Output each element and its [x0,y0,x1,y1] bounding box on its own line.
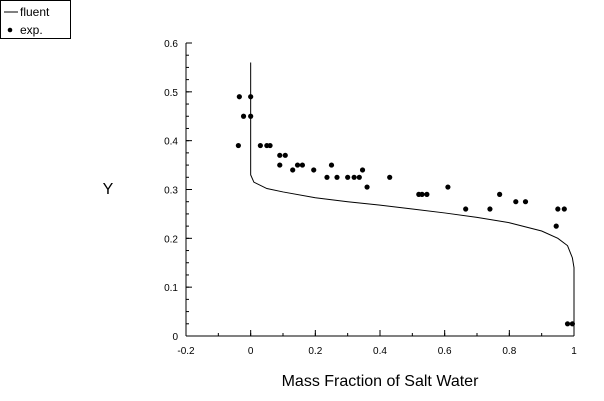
data-point-exp [334,174,340,180]
x-tick-label: 0.2 [308,346,322,357]
data-point-exp [497,191,503,197]
data-point-exp [345,174,351,180]
x-tick-label: 0.6 [438,346,452,357]
plot-area [235,62,575,336]
y-axis-label: Y [103,181,114,198]
data-point-exp [299,162,305,168]
y-tick-label: 0.5 [164,88,178,99]
y-tick-label: 0.4 [164,137,178,148]
data-point-exp [419,191,425,197]
data-point-exp [248,113,254,119]
axes: -0.2 0 0.2 0.4 0.6 0.8 1 0 0.1 0.2 0.3 0.4 0.5 0.6 [164,39,577,357]
data-point-exp [257,142,263,149]
x-tick-label: 1 [571,346,577,357]
data-point-exp [311,167,317,173]
data-point-exp [463,206,469,212]
legend-dot-marker [7,27,13,33]
x-tick-label: 0 [248,346,254,357]
data-point-exp [387,174,393,180]
x-tick-label: 0.4 [373,346,387,357]
data-point-exp [564,321,571,327]
x-tick-label: 0.8 [502,346,516,357]
data-point-exp [356,174,362,180]
data-point-exp [328,162,335,168]
data-point-exp [235,142,241,149]
data-point-exp [553,223,559,229]
data-point-exp [359,167,366,173]
legend-box [0,0,71,39]
data-point-exp [267,142,273,149]
data-point-exp [351,174,357,180]
legend: fluent exp. [0,0,71,39]
data-point-exp [294,162,301,168]
data-point-exp [364,184,370,190]
data-point-exp [445,184,451,190]
data-point-exp [277,162,283,168]
data-point-exp [282,152,288,158]
y-tick-label: 0 [172,332,178,343]
data-point-exp [248,94,254,100]
data-point-exp [324,174,330,180]
y-tick-label: 0.6 [164,39,178,50]
data-point-exp [236,94,242,100]
y-tick-label: 0.2 [164,234,178,245]
data-point-exp [569,321,575,327]
x-tick-label: -0.2 [177,346,195,357]
data-point-exp [424,191,430,197]
data-point-exp [487,206,493,212]
y-tick-label: 0.1 [164,283,178,294]
data-point-exp [522,199,529,205]
data-point-exp [240,113,247,119]
data-point-exp [513,199,519,205]
data-point-exp [555,206,561,212]
legend-label-fluent: fluent [20,5,50,19]
data-point-exp [277,152,283,158]
y-tick-label: 0.3 [164,186,178,197]
legend-label-exp: exp. [20,23,43,37]
data-point-exp [290,167,296,173]
x-axis-label: Mass Fraction of Salt Water [282,373,479,390]
series-line-fluent [250,62,575,336]
data-point-exp [561,206,567,212]
